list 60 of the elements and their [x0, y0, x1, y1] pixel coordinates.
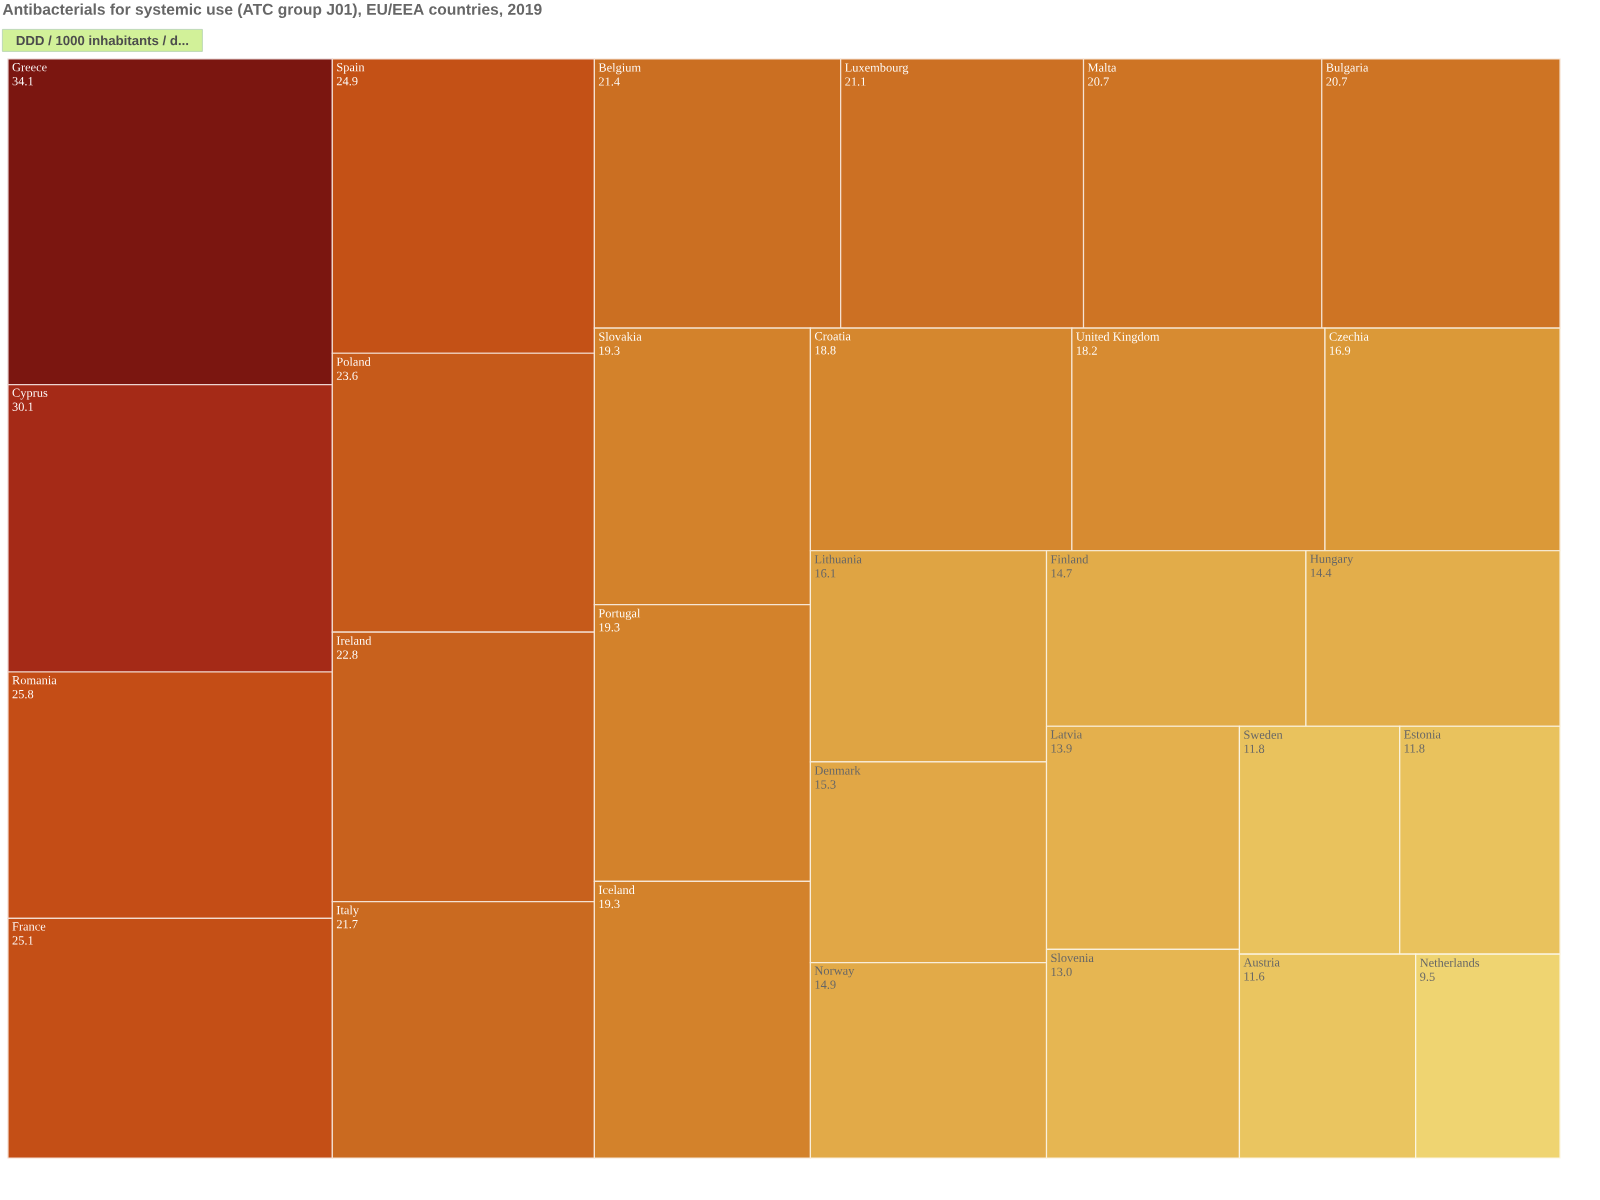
data-label: 24.9 — [336, 77, 358, 86]
data-label: 16.9 — [1330, 346, 1351, 355]
data-label: 21.1 — [845, 77, 866, 86]
category-label: Lithuania — [814, 554, 862, 564]
data-label: 11.8 — [1244, 744, 1265, 754]
data-label: 13.9 — [1051, 744, 1072, 753]
category-label: Sweden — [1244, 730, 1283, 739]
category-label: Italy — [336, 905, 359, 917]
data-label: 14.9 — [815, 980, 836, 989]
category-label: Iceland — [598, 885, 635, 895]
category-label: Hungary — [1310, 554, 1354, 566]
category-label: Slovenia — [1051, 953, 1094, 963]
category-label: France — [12, 922, 46, 931]
category-label: Malta — [1087, 63, 1117, 72]
category-label: Czechia — [1329, 332, 1369, 341]
text: DDD / 1000 inhabitants / d... — [16, 35, 189, 46]
category-label: Denmark — [814, 765, 861, 775]
category-label: Slovakia — [599, 332, 642, 341]
text: Antibacterials for systemic use (ATC group J01), EU/EEA countries, 2019 — [2, 3, 542, 18]
data-label: 19.3 — [599, 346, 620, 355]
data-label: 15.3 — [815, 780, 836, 789]
data-label: 23.6 — [336, 371, 358, 381]
data-label: 22.8 — [336, 650, 358, 659]
category-label: Latvia — [1050, 730, 1083, 739]
data-label: 11.6 — [1244, 972, 1265, 981]
data-label: 30.1 — [12, 402, 33, 411]
data-label: 21.4 — [598, 77, 620, 86]
category-label: Ireland — [336, 636, 372, 645]
data-label: 13.0 — [1051, 967, 1072, 977]
data-label: 11.8 — [1404, 744, 1425, 753]
data-label: 14.4 — [1311, 568, 1332, 578]
data-label: 16.1 — [815, 569, 836, 578]
category-label: Poland — [336, 357, 371, 366]
category-label: Portugal — [598, 608, 641, 620]
category-label: Croatia — [814, 332, 851, 341]
category-label: Finland — [1050, 554, 1089, 564]
category-label: Belgium — [598, 63, 641, 75]
data-label: 25.1 — [12, 936, 33, 945]
category-label: Romania — [12, 676, 57, 685]
data-label: 14.7 — [1051, 569, 1072, 578]
data-label: 9.5 — [1420, 972, 1435, 981]
data-label: 19.3 — [599, 623, 620, 632]
category-label: Estonia — [1404, 730, 1441, 739]
category-label: Bulgaria — [1326, 63, 1369, 75]
data-label: 21.7 — [336, 919, 358, 929]
category-label: Norway — [814, 966, 855, 978]
category-label: Luxembourg — [845, 63, 909, 75]
category-label: Cyprus — [12, 388, 48, 400]
data-label: 20.7 — [1326, 77, 1348, 86]
data-label: 25.8 — [12, 689, 34, 699]
category-label: Greece — [12, 63, 47, 72]
data-label: 34.1 — [12, 77, 33, 86]
category-label: United Kingdom — [1076, 332, 1160, 344]
category-label: Spain — [337, 63, 365, 74]
category-label: Netherlands — [1420, 958, 1480, 967]
data-label: 20.7 — [1088, 77, 1109, 86]
data-label: 18.8 — [815, 346, 836, 355]
category-label: Austria — [1243, 958, 1280, 967]
data-label: 18.2 — [1076, 346, 1097, 355]
data-label: 19.3 — [599, 899, 620, 909]
